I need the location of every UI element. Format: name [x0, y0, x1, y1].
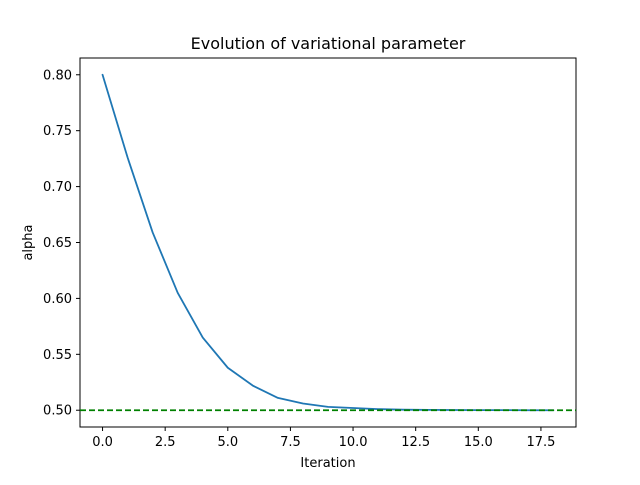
x-tick-label: 12.5	[401, 435, 430, 450]
series-line-alpha	[101, 73, 555, 412]
y-tick-label: 0.55	[43, 348, 72, 363]
x-axis: 0.0 2.5 5.0 7.5 10.0 12.5 15.0 17.5	[92, 427, 555, 450]
y-axis-label: alpha	[21, 224, 36, 260]
y-tick-label: 0.60	[43, 292, 72, 307]
x-tick-label: 15.0	[464, 435, 493, 450]
x-tick-label: 0.0	[92, 435, 113, 450]
y-axis: 0.50 0.55 0.60 0.65 0.70 0.75 0.80	[43, 68, 80, 419]
x-tick-label: 17.5	[526, 435, 555, 450]
y-tick-label: 0.75	[43, 124, 72, 139]
y-tick-label: 0.50	[43, 404, 72, 419]
x-tick-label: 2.5	[155, 435, 176, 450]
y-tick-label: 0.70	[43, 180, 72, 195]
x-tick-label: 10.0	[339, 435, 368, 450]
y-tick-label: 0.80	[43, 68, 72, 83]
x-tick-label: 5.0	[217, 435, 238, 450]
plot-area-frame	[79, 57, 577, 428]
x-tick-label: 7.5	[280, 435, 301, 450]
series-layer	[101, 73, 555, 412]
x-axis-label: Iteration	[300, 456, 355, 471]
chart-title: Evolution of variational parameter	[191, 34, 466, 53]
y-tick-label: 0.65	[43, 236, 72, 251]
